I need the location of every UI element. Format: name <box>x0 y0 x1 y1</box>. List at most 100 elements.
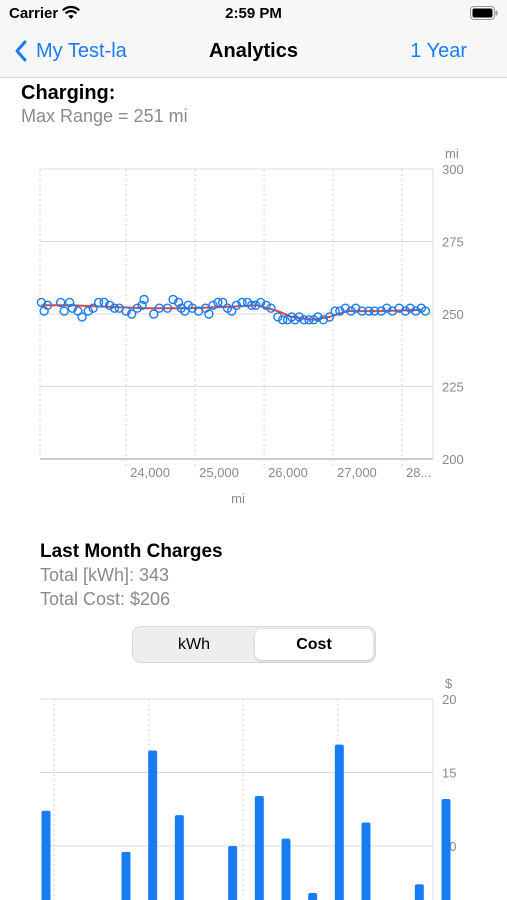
data-point <box>324 312 335 322</box>
unit-segmented-control[interactable]: kWh Cost <box>132 626 376 663</box>
data-point <box>357 306 367 316</box>
cost-chart: 201510$ <box>40 676 456 900</box>
bar <box>441 798 451 900</box>
data-point <box>126 309 137 319</box>
y-tick-label: 225 <box>442 380 464 395</box>
x-axis-label: mi <box>231 491 245 506</box>
bar <box>281 838 291 900</box>
data-point <box>364 306 374 316</box>
bar <box>228 846 238 900</box>
data-point <box>330 306 340 316</box>
bar <box>254 796 264 900</box>
x-tick-label: 28... <box>406 465 431 480</box>
data-point <box>109 303 120 313</box>
wifi-icon <box>61 5 81 26</box>
y-tick-label: 300 <box>442 162 464 177</box>
carrier-label: Carrier <box>9 5 59 22</box>
data-point <box>64 297 75 308</box>
y-tick-label: 250 <box>442 307 464 322</box>
data-point <box>340 303 351 313</box>
y-tick-label: 20 <box>442 692 456 707</box>
x-tick-label: 24,000 <box>130 465 170 480</box>
y-tick-label: 275 <box>442 235 464 250</box>
data-point <box>226 306 237 316</box>
data-point <box>208 300 218 311</box>
data-point <box>173 297 184 308</box>
bar <box>334 744 344 900</box>
data-point <box>88 303 98 313</box>
data-point <box>299 315 309 325</box>
data-point <box>335 306 345 316</box>
segment-kwh[interactable]: kWh <box>178 636 210 653</box>
y-axis-unit-label: $ <box>445 676 453 691</box>
data-point <box>246 300 257 311</box>
data-point <box>369 306 380 316</box>
data-point <box>77 312 87 322</box>
bar <box>414 884 424 900</box>
data-point <box>376 306 386 316</box>
data-point <box>411 306 421 316</box>
data-point <box>104 300 115 311</box>
period-button[interactable]: 1 Year <box>410 40 467 62</box>
page-title: Analytics <box>209 40 298 62</box>
data-point <box>83 306 93 316</box>
status-bar: Carrier 2:59 PM <box>0 0 507 28</box>
back-button-label: My Test-la <box>36 39 127 62</box>
data-point <box>213 297 223 308</box>
data-point <box>251 300 261 311</box>
data-point <box>168 294 178 305</box>
data-point <box>67 303 78 313</box>
data-point <box>420 306 431 316</box>
segment-cost[interactable]: Cost <box>255 629 373 660</box>
data-point <box>304 315 314 325</box>
data-point <box>139 294 149 305</box>
chevron-left-icon <box>15 40 27 62</box>
total-cost-text: Total Cost: $206 <box>40 589 171 609</box>
max-range-text: Max Range = 251 mi <box>21 106 188 126</box>
data-point <box>149 309 159 319</box>
bar <box>41 810 51 900</box>
data-point <box>59 306 69 316</box>
data-point <box>261 300 271 311</box>
y-tick-label: 200 <box>442 452 464 467</box>
data-point <box>231 300 242 311</box>
data-point <box>313 312 323 322</box>
data-point <box>382 303 392 313</box>
x-tick-label: 26,000 <box>268 465 308 480</box>
data-point <box>42 300 53 311</box>
data-point <box>266 303 276 313</box>
x-tick-label: 27,000 <box>337 465 377 480</box>
data-point <box>294 312 304 322</box>
back-button[interactable]: My Test-la <box>14 39 127 63</box>
data-point <box>121 306 131 316</box>
data-point <box>346 306 356 316</box>
y-tick-label: 15 <box>442 766 456 781</box>
data-point <box>55 297 66 308</box>
data-point <box>99 297 109 308</box>
data-point <box>204 309 214 319</box>
data-point <box>237 297 247 308</box>
bar <box>361 822 371 900</box>
data-point <box>132 303 142 313</box>
data-point <box>273 312 283 322</box>
data-point <box>93 297 104 308</box>
charges-title: Last Month Charges <box>40 541 223 562</box>
total-kwh-text: Total [kWh]: 343 <box>40 565 170 585</box>
data-point <box>162 303 173 313</box>
bar <box>174 815 184 900</box>
data-point <box>400 306 411 316</box>
data-point <box>218 297 228 308</box>
data-point <box>405 303 415 313</box>
x-tick-label: 25,000 <box>199 465 239 480</box>
data-point <box>255 297 266 308</box>
navigation-bar: My Test-la Analytics 1 Year <box>0 28 507 78</box>
range-chart: 300 275 250 225 200 24,000 25,000 26,000 27,000 2… <box>36 146 464 506</box>
data-point <box>137 300 147 311</box>
charging-title: Charging: <box>21 82 116 104</box>
bar <box>121 851 131 900</box>
y-axis-unit-label: mi <box>445 146 459 161</box>
status-time: 2:59 PM <box>225 5 282 22</box>
bar <box>148 750 158 900</box>
bar <box>308 893 318 900</box>
battery-icon <box>470 6 498 20</box>
